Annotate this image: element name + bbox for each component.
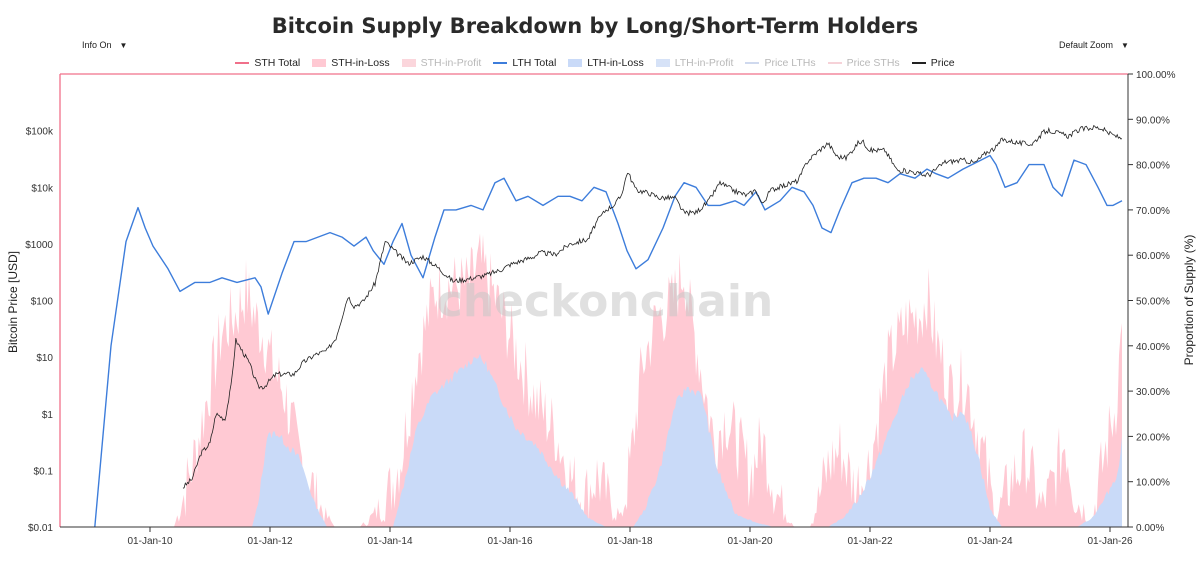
y-axis-label: Bitcoin Price [USD] [6, 251, 20, 353]
y2-tick-label: 50.00% [1136, 297, 1170, 308]
legend-area-swatch [655, 59, 670, 67]
x-tick-label: 01-Jan-12 [247, 536, 292, 547]
x-tick-label: 01-Jan-22 [847, 536, 892, 547]
legend-label: STH-in-Profit [420, 57, 482, 69]
legend-item-lth-in-loss[interactable]: LTH-in-Loss [568, 57, 644, 69]
y2-tick-label: 20.00% [1136, 432, 1170, 443]
legend-label: STH Total [254, 57, 301, 69]
y2-tick-label: 40.00% [1136, 342, 1170, 353]
legend-item-sth-total[interactable]: STH Total [235, 57, 300, 69]
legend-area-swatch [401, 59, 416, 67]
y2-tick-label: 60.00% [1136, 251, 1170, 262]
legend-item-price[interactable]: Price [911, 57, 955, 69]
zoom-label: Default Zoom [1059, 40, 1114, 50]
legend-line-swatch [827, 62, 842, 64]
legend-area-swatch [312, 59, 327, 67]
legend-item-price-lths[interactable]: Price LTHs [745, 57, 816, 69]
y2-tick-label: 0.00% [1136, 523, 1164, 534]
legend-label: Price STHs [846, 57, 900, 69]
lth-total-line [94, 154, 1123, 528]
x-tick-label: 01-Jan-18 [607, 536, 652, 547]
legend-area-swatch [568, 59, 583, 67]
x-tick-label: 01-Jan-16 [487, 536, 532, 547]
legend-label: STH-in-Loss [331, 57, 390, 69]
legend-label: LTH-in-Profit [674, 57, 734, 69]
x-tick-label: 01-Jan-24 [967, 536, 1012, 547]
chevron-down-icon: ▼ [1121, 41, 1129, 50]
info-toggle-label: Info On [82, 40, 112, 50]
axes-layer: 01-Jan-10 01-Jan-12 01-Jan-14 01-Jan-16 01-J… [25, 70, 1175, 547]
y-tick-label: $1000 [25, 240, 53, 251]
chart-title: Bitcoin Supply Breakdown by Long/Short-T… [271, 14, 919, 38]
y2-tick-label: 70.00% [1136, 206, 1170, 217]
legend-item-price-sths[interactable]: Price STHs [827, 57, 900, 69]
legend-line-swatch [493, 62, 508, 64]
y-tick-label: $10k [31, 183, 54, 194]
watermark: checkonchain [437, 276, 773, 327]
y2-tick-label: 100.00% [1136, 70, 1176, 81]
y2-tick-label: 10.00% [1136, 478, 1170, 489]
y-tick-label: $0.1 [34, 466, 54, 477]
y2-axis-label: Proportion of Supply (%) [1182, 235, 1196, 366]
info-toggle-dropdown[interactable]: Info On ▼ [82, 40, 127, 50]
legend: STH Total STH-in-Loss STH-in-Profit LTH … [0, 57, 1190, 69]
price-line [182, 124, 1123, 489]
area-layer [174, 233, 1122, 528]
legend-line-swatch [235, 62, 250, 64]
legend-item-lth-in-profit[interactable]: LTH-in-Profit [655, 57, 734, 69]
y2-tick-label: 80.00% [1136, 161, 1170, 172]
y-tick-label: $100k [26, 127, 54, 138]
lth-in-loss-area [252, 353, 1122, 527]
legend-label: LTH-in-Loss [587, 57, 644, 69]
line-layer [59, 73, 1128, 528]
x-tick-label: 01-Jan-20 [727, 536, 772, 547]
y-tick-label: $1 [42, 410, 54, 421]
y-tick-label: $10 [36, 353, 53, 364]
y-tick-label: $100 [31, 297, 54, 308]
x-tick-label: 01-Jan-14 [367, 536, 412, 547]
legend-label: Price [930, 57, 955, 69]
chevron-down-icon: ▼ [119, 41, 128, 50]
y2-tick-label: 90.00% [1136, 115, 1170, 126]
legend-line-swatch [745, 62, 760, 64]
legend-line-swatch [911, 62, 926, 64]
x-tick-label: 01-Jan-26 [1087, 536, 1132, 547]
legend-label: Price LTHs [764, 57, 816, 69]
legend-item-sth-in-loss[interactable]: STH-in-Loss [312, 57, 390, 69]
zoom-dropdown[interactable]: Default Zoom ▼ [1059, 40, 1129, 50]
legend-label: LTH Total [512, 57, 557, 69]
legend-item-sth-in-profit[interactable]: STH-in-Profit [401, 57, 482, 69]
x-tick-label: 01-Jan-10 [127, 536, 172, 547]
legend-item-lth-total[interactable]: LTH Total [493, 57, 556, 69]
y-tick-label: $0.01 [28, 523, 53, 534]
y2-tick-label: 30.00% [1136, 387, 1170, 398]
